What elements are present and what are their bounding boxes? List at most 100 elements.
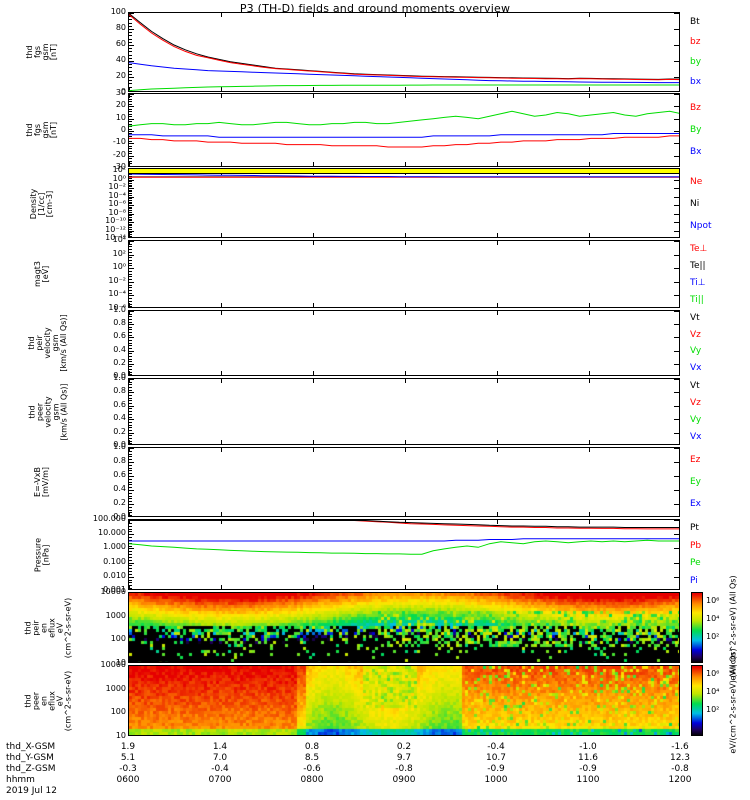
x-tick xyxy=(405,371,406,375)
ytick-label: 0.001 xyxy=(103,585,126,594)
minor-tick xyxy=(129,51,132,53)
x-tick-value-y-gsm: 10.7 xyxy=(485,753,507,763)
minor-tick xyxy=(129,216,132,218)
tick-mark xyxy=(674,155,679,157)
minor-tick xyxy=(129,220,132,222)
x-tick-value-y-gsm: 12.3 xyxy=(669,753,691,763)
colorbar-tick: 10² xyxy=(706,632,720,642)
x-tick xyxy=(589,379,590,383)
tick-mark xyxy=(129,77,134,78)
minor-tick xyxy=(129,429,132,431)
tick-mark xyxy=(674,350,679,352)
series-Pt xyxy=(129,520,679,528)
minor-tick xyxy=(129,464,132,466)
minor-tick xyxy=(129,565,132,567)
x-tick-value-y-gsm: 9.7 xyxy=(396,753,412,763)
tick-mark xyxy=(674,504,679,505)
x-row-label-thd-z-gsm: thd_Z-GSM xyxy=(6,764,56,774)
minor-tick xyxy=(129,32,132,34)
tick-mark xyxy=(674,432,679,434)
minor-tick xyxy=(129,506,132,508)
x-tick xyxy=(129,87,130,91)
minor-tick xyxy=(129,427,132,429)
minor-tick xyxy=(129,35,132,37)
panel-fgs-components xyxy=(128,93,680,167)
tick-mark xyxy=(129,324,134,326)
ytick-label: 10.000 xyxy=(98,528,126,538)
minor-tick xyxy=(129,300,132,302)
x-tick-value-z-gsm: -0.8 xyxy=(671,764,689,774)
minor-tick xyxy=(129,585,132,587)
minor-tick xyxy=(129,210,132,212)
minor-tick xyxy=(129,554,132,556)
tick-mark xyxy=(129,196,134,198)
minor-tick xyxy=(129,67,132,69)
x-tick xyxy=(589,585,590,589)
x-tick xyxy=(129,311,130,315)
series-by xyxy=(129,84,679,91)
x-tick xyxy=(497,448,498,452)
minor-tick xyxy=(129,126,132,128)
tick-mark xyxy=(674,131,679,132)
minor-tick xyxy=(129,408,132,410)
minor-tick xyxy=(129,108,132,110)
ytick-label: 0.0 xyxy=(113,371,126,380)
axis-label-peer-spectrogram: thd peer en eflux eV (cm^2-s-sr-eV) xyxy=(23,670,72,731)
x-tick xyxy=(589,94,590,98)
trace-group-fgs-magnitude xyxy=(129,13,679,91)
x-tick xyxy=(405,448,406,452)
x-tick xyxy=(405,379,406,383)
minor-tick xyxy=(129,228,132,230)
trace-group-pressure xyxy=(129,520,679,555)
x-tick-value-time: 0600 xyxy=(116,775,140,785)
tick-mark xyxy=(674,230,679,232)
tick-mark xyxy=(129,392,134,394)
minor-tick xyxy=(129,208,132,210)
tick-mark xyxy=(129,179,134,181)
x-tick xyxy=(589,311,590,315)
legend-item-vy: Vy xyxy=(690,346,702,357)
tick-mark xyxy=(129,295,134,297)
minor-tick xyxy=(129,361,132,363)
legend-item-by: By xyxy=(690,125,702,135)
minor-tick xyxy=(129,582,132,584)
x-tick xyxy=(313,13,314,17)
tick-mark xyxy=(674,143,679,145)
ytick-label: 80 xyxy=(115,23,126,32)
minor-tick xyxy=(129,568,132,570)
legend-item-vz: Vz xyxy=(690,398,701,409)
tick-mark xyxy=(129,419,134,421)
ytick-label: 10⁻¹² xyxy=(105,224,126,234)
minor-tick xyxy=(129,227,132,229)
x-tick xyxy=(497,87,498,91)
x-tick xyxy=(405,585,406,589)
tick-mark xyxy=(129,29,134,30)
minor-tick xyxy=(129,237,132,238)
x-tick-value-y-gsm: 11.6 xyxy=(577,753,599,763)
minor-tick xyxy=(129,48,132,50)
colorbar-tick: 10² xyxy=(706,705,720,715)
legend-item-ni: Ni xyxy=(690,199,700,209)
tick-mark xyxy=(129,534,134,536)
x-row-label-thd-x-gsm: thd_X-GSM xyxy=(6,742,56,752)
x-tick xyxy=(129,162,130,166)
ytick-label: 1000 xyxy=(105,610,126,620)
minor-tick xyxy=(129,101,132,103)
minor-tick xyxy=(129,22,132,24)
tick-mark xyxy=(129,205,134,206)
minor-tick xyxy=(129,559,132,561)
tick-mark xyxy=(129,448,134,449)
minor-tick xyxy=(129,123,132,125)
tick-mark xyxy=(129,13,134,14)
x-tick xyxy=(313,241,314,245)
minor-tick xyxy=(129,387,132,389)
minor-tick xyxy=(129,284,132,286)
minor-tick xyxy=(129,498,132,500)
minor-tick xyxy=(129,545,132,547)
legend-item-ti: Ti⊥ xyxy=(690,277,706,288)
minor-tick xyxy=(129,329,132,331)
x-tick xyxy=(221,87,222,91)
x-tick xyxy=(589,448,590,452)
trace-group-density xyxy=(129,173,679,178)
x-tick xyxy=(129,379,130,383)
